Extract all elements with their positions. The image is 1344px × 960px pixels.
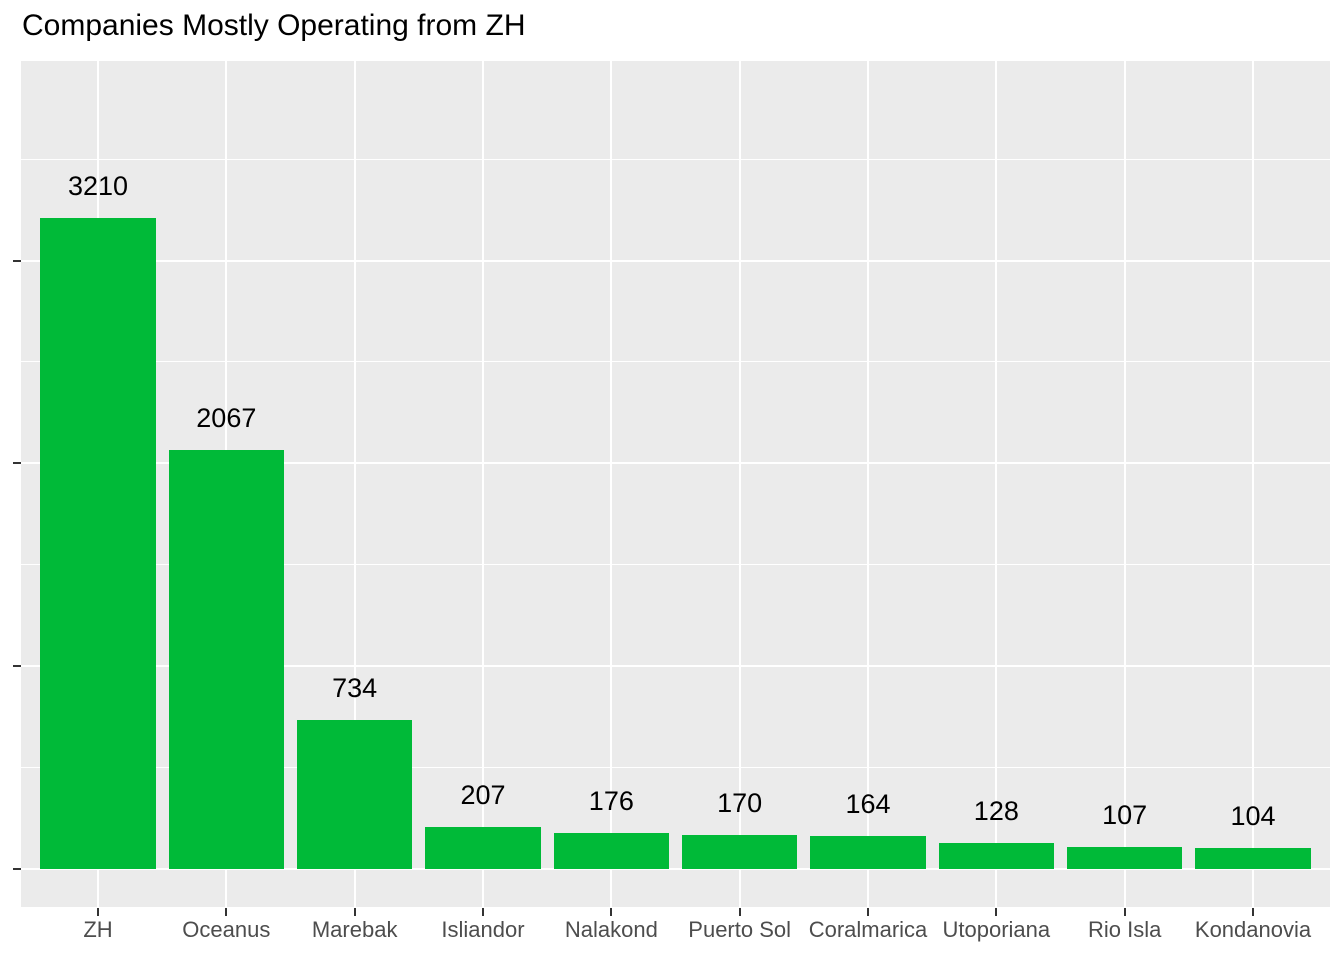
bar-value-label: 176: [588, 786, 634, 817]
gridline-h-minor: [21, 564, 1330, 566]
x-axis-label: Nalakond: [564, 917, 658, 942]
x-axis-label: ZH: [83, 917, 113, 942]
bar: [810, 835, 926, 870]
chart-title: Companies Mostly Operating from ZH: [22, 9, 526, 42]
x-axis-tick: [225, 908, 228, 916]
bar-value-label: 2067: [196, 402, 257, 433]
x-axis-tick: [995, 908, 998, 916]
bar: [1066, 847, 1183, 870]
gridline-v-major: [482, 61, 484, 907]
gridline-h-major: [21, 868, 1330, 871]
bar: [168, 449, 285, 870]
x-axis-tick: [1123, 908, 1126, 916]
x-axis-label: Utoporiana: [942, 917, 1051, 942]
x-axis-tick: [1252, 908, 1254, 916]
gridline-v-major: [867, 61, 869, 907]
gridline-h-minor: [21, 767, 1330, 769]
bar-value-label: 107: [1102, 800, 1148, 831]
bar: [40, 217, 156, 870]
bar: [553, 833, 670, 870]
gridline-v-major: [353, 61, 356, 907]
bar-value-label: 104: [1230, 800, 1276, 831]
y-axis-tick: [13, 665, 21, 668]
y-axis-tick: [13, 259, 21, 262]
bar-value-label: 170: [717, 787, 763, 818]
plot-panel: 3210 2067 734 207 176 170 164 128 107 104: [21, 61, 1330, 907]
gridline-v-major: [1252, 61, 1254, 907]
bar-value-label: 734: [332, 673, 378, 704]
x-axis-label: Oceanus: [182, 917, 271, 942]
x-axis-tick: [97, 908, 99, 916]
y-axis-tick: [13, 868, 21, 871]
x-axis-label: Isliandor: [441, 917, 525, 942]
x-axis-label: Rio Isla: [1087, 917, 1162, 942]
bar: [1195, 847, 1311, 870]
x-axis-label: Puerto Sol: [688, 917, 792, 942]
x-axis-tick: [738, 908, 741, 916]
x-axis-tick: [610, 908, 613, 916]
bar: [425, 827, 541, 870]
bar-value-label: 3210: [67, 171, 129, 201]
bar-value-label: 164: [845, 788, 891, 819]
gridline-v-major: [610, 61, 613, 907]
gridline-v-major: [995, 61, 998, 907]
x-axis-label: Coralmarica: [808, 917, 928, 942]
gridline-h-major: [21, 259, 1330, 262]
bar: [296, 720, 413, 870]
gridline-v-major: [738, 61, 741, 907]
bar-value-label: 207: [460, 780, 506, 811]
gridline-h-minor: [21, 361, 1330, 363]
gridline-h-major: [21, 665, 1330, 668]
gridline-v-major: [1123, 61, 1126, 907]
y-axis-tick: [13, 462, 21, 465]
gridline-h-major: [21, 462, 1330, 465]
x-axis-tick: [353, 908, 356, 916]
bar: [938, 843, 1055, 870]
x-axis-label: Kondanovia: [1194, 917, 1312, 942]
x-axis-tick: [867, 908, 869, 916]
x-axis-label: Marebak: [311, 917, 398, 942]
x-axis-tick: [482, 908, 484, 916]
bar-value-label: 128: [973, 796, 1019, 827]
bar: [681, 834, 798, 870]
gridline-h-minor: [21, 158, 1330, 160]
